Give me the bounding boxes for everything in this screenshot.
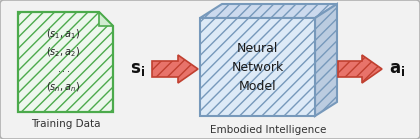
FancyBboxPatch shape [200, 18, 315, 116]
Polygon shape [152, 55, 198, 83]
Text: Training Data: Training Data [31, 119, 100, 129]
Text: $\mathbf{a}_\mathbf{i}$: $\mathbf{a}_\mathbf{i}$ [389, 60, 405, 78]
Text: $(s_2, a_2)$: $(s_2, a_2)$ [47, 45, 81, 59]
Polygon shape [18, 12, 113, 112]
Text: $(s_n, a_n)$: $(s_n, a_n)$ [47, 80, 81, 94]
Text: $(s_1, a_1)$: $(s_1, a_1)$ [47, 27, 81, 41]
Polygon shape [99, 12, 113, 26]
Polygon shape [315, 4, 337, 116]
Text: $...$: $...$ [57, 64, 71, 74]
Polygon shape [338, 55, 382, 83]
Text: $\mathbf{s}_\mathbf{i}$: $\mathbf{s}_\mathbf{i}$ [131, 60, 146, 78]
Text: Embodied Intelligence: Embodied Intelligence [210, 125, 327, 135]
Text: Neural
Network
Model: Neural Network Model [231, 42, 284, 92]
Polygon shape [200, 4, 337, 18]
